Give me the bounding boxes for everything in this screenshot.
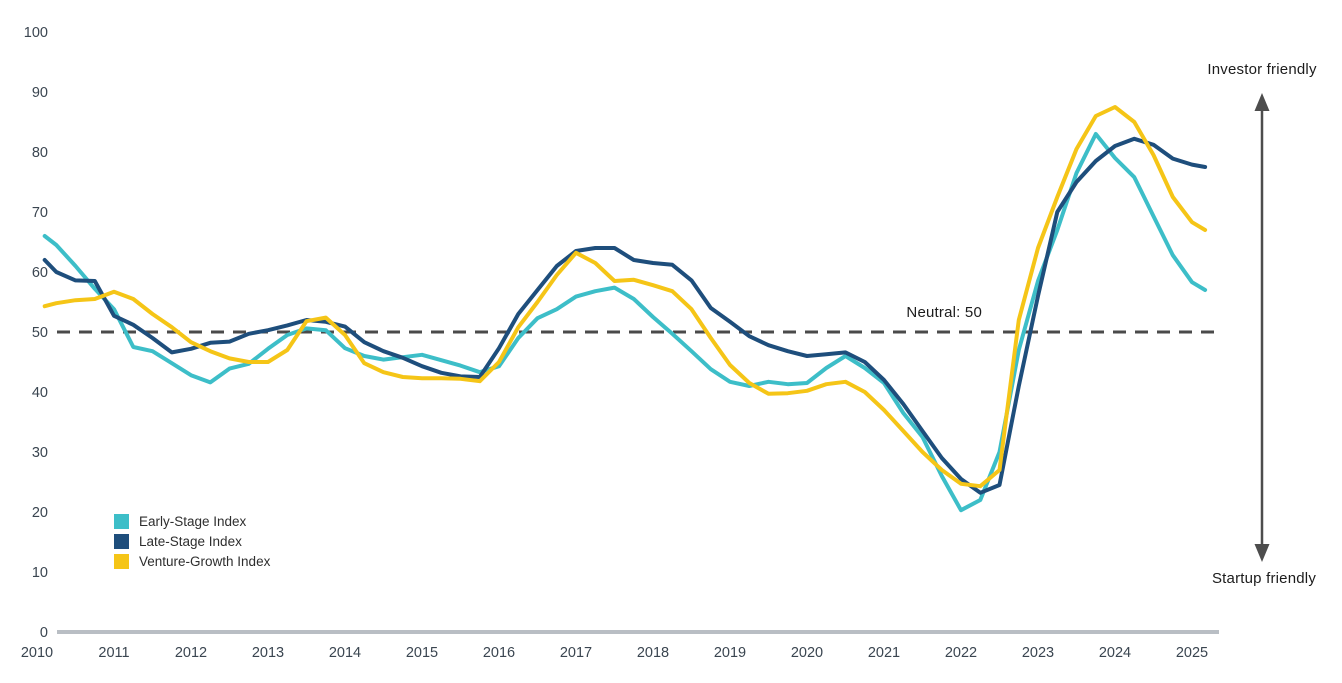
svg-text:2011: 2011: [98, 645, 129, 661]
svg-text:80: 80: [32, 145, 48, 161]
svg-text:2014: 2014: [329, 645, 361, 661]
x-axis-tick-labels: 2010 2011 2012 2013 2014 2015 2016 2017 2018 2019…: [21, 645, 1208, 661]
svg-text:2018: 2018: [637, 645, 669, 661]
svg-text:2016: 2016: [483, 645, 515, 661]
early-stage-swatch: [114, 513, 129, 529]
svg-text:70: 70: [32, 205, 48, 221]
legend-item-late-stage: Late-Stage Index: [114, 531, 270, 551]
svg-text:0: 0: [40, 625, 48, 641]
svg-text:60: 60: [32, 265, 48, 281]
series-lines: [42, 105, 1208, 513]
late-stage-swatch: [114, 533, 129, 549]
svg-text:2012: 2012: [175, 645, 207, 661]
svg-text:2019: 2019: [714, 645, 746, 661]
svg-text:2025: 2025: [1176, 645, 1208, 661]
svg-text:2020: 2020: [791, 645, 823, 661]
chart-legend: Early-Stage Index Late-Stage Index Ventu…: [114, 511, 270, 571]
svg-text:90: 90: [32, 85, 48, 101]
investor-friendly-label: Investor friendly: [1207, 61, 1317, 78]
svg-text:2015: 2015: [406, 645, 438, 661]
svg-text:2022: 2022: [945, 645, 977, 661]
svg-text:2023: 2023: [1022, 645, 1054, 661]
svg-text:40: 40: [32, 385, 48, 401]
svg-text:2010: 2010: [21, 645, 53, 661]
svg-text:100: 100: [24, 25, 48, 41]
neutral-line-label: Neutral: 50: [906, 304, 982, 321]
legend-item-venture-growth: Venture-Growth Index: [114, 551, 270, 571]
y-axis-tick-labels: 0 10 20 30 40 50 60 70 80 90 100: [24, 25, 48, 641]
svg-text:30: 30: [32, 445, 48, 461]
svg-text:10: 10: [32, 565, 48, 581]
svg-text:20: 20: [32, 505, 48, 521]
svg-text:2013: 2013: [252, 645, 284, 661]
svg-text:2017: 2017: [560, 645, 592, 661]
startup-friendly-label: Startup friendly: [1211, 570, 1317, 587]
legend-item-early-stage: Early-Stage Index: [114, 511, 270, 531]
legend-label: Venture-Growth Index: [139, 553, 271, 569]
legend-label: Late-Stage Index: [139, 533, 242, 549]
svg-text:2021: 2021: [868, 645, 900, 661]
legend-label: Early-Stage Index: [139, 513, 247, 529]
venture-growth-swatch: [114, 553, 129, 569]
svg-text:2024: 2024: [1099, 645, 1131, 661]
investor-startup-arrow: [1254, 93, 1270, 562]
svg-text:50: 50: [32, 325, 48, 341]
